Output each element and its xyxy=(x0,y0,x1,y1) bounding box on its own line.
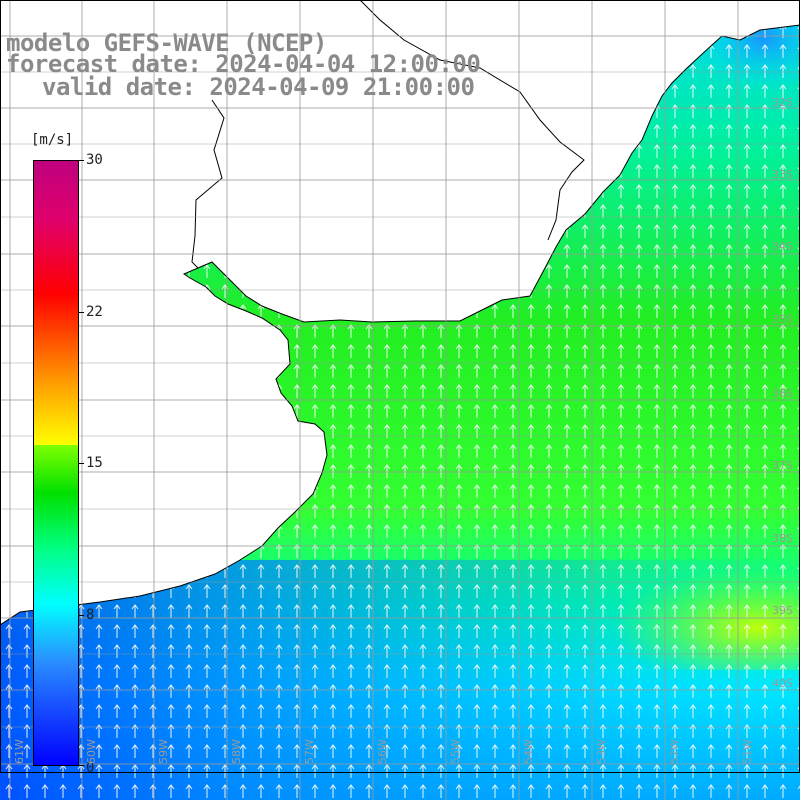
lon-label: 54W xyxy=(522,739,535,764)
lat-label: 38S xyxy=(772,532,793,545)
lon-label: 55W xyxy=(449,739,462,764)
valid-date: valid date: 2024-04-09 21:00:00 xyxy=(42,73,475,101)
colorbar-tick-mark xyxy=(78,463,84,464)
lat-label: 36S xyxy=(772,387,793,400)
forecast-date: forecast date: 2024-04-04 12:00:00 xyxy=(6,50,481,78)
colorbar-tick-label: 15 xyxy=(86,455,103,471)
colorbar-tick-mark xyxy=(78,615,84,616)
lon-label: 56W xyxy=(376,739,389,764)
lon-label: 53W xyxy=(595,739,608,764)
colorbar-unit: [m/s] xyxy=(31,132,74,148)
lon-label: 52W xyxy=(668,739,681,764)
colorbar-tick-label: 30 xyxy=(86,152,103,168)
colorbar-tick-label: 0 xyxy=(86,760,95,776)
lon-label: 51W xyxy=(741,739,754,764)
lat-label: 35S xyxy=(772,313,793,326)
lat-label: 40S xyxy=(772,677,793,690)
colorbar-tick-label: 22 xyxy=(86,304,103,320)
border-line xyxy=(191,0,585,269)
lat-label: 33S xyxy=(772,168,793,181)
colorbar xyxy=(33,160,79,766)
lon-label: 59W xyxy=(157,739,170,764)
lon-label: 58W xyxy=(230,739,243,764)
lat-label: 37S xyxy=(772,459,793,472)
lat-label: 32S xyxy=(772,96,793,109)
colorbar-tick-mark xyxy=(78,160,84,161)
colorbar-tick-mark xyxy=(78,312,84,313)
lon-label: 60W xyxy=(85,739,98,764)
coastline xyxy=(0,24,800,626)
lon-label: 61W xyxy=(13,739,26,764)
lon-label: 57W xyxy=(303,739,316,764)
lat-label: 34S xyxy=(772,240,793,253)
colorbar-tick-label: 8 xyxy=(86,607,95,623)
colorbar-tick-mark xyxy=(78,765,84,766)
lat-label: 39S xyxy=(772,604,793,617)
model-title: modelo GEFS-WAVE (NCEP) xyxy=(6,29,327,57)
graticule-minor xyxy=(0,71,800,728)
